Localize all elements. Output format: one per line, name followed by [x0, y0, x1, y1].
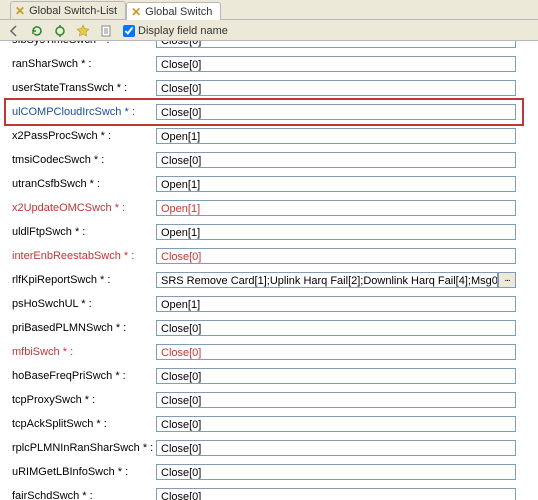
field-value[interactable]: Open[1]	[156, 200, 516, 216]
field-value[interactable]: Close[0]	[156, 440, 516, 456]
field-value[interactable]: Close[0]	[156, 320, 516, 336]
star-icon[interactable]	[73, 21, 93, 41]
field-row: mfbiSwch * :Close[0]	[0, 340, 538, 364]
field-area: sIbSysTimeSwch * :Close[0]ranSharSwch * …	[0, 40, 538, 500]
field-row: sIbSysTimeSwch * :Close[0]	[0, 40, 538, 52]
field-row: tcpProxySwch * :Close[0]	[0, 388, 538, 412]
close-icon[interactable]: ✕	[131, 6, 141, 18]
field-row: x2PassProcSwch * :Open[1]	[0, 124, 538, 148]
field-label: psHoSwchUL * :	[0, 298, 156, 310]
field-label: priBasedPLMNSwch * :	[0, 322, 156, 334]
field-wrap: Close[0]	[156, 248, 520, 264]
tab-label: Global Switch	[145, 6, 212, 18]
field-value[interactable]: Open[1]	[156, 296, 516, 312]
field-value[interactable]: Close[0]	[156, 80, 516, 96]
field-wrap: Open[1]	[156, 128, 520, 144]
field-wrap: Open[1]	[156, 200, 520, 216]
field-wrap: Close[0]	[156, 392, 520, 408]
checkbox-label: Display field name	[138, 25, 228, 37]
tab-strip: ✕ Global Switch-List ✕ Global Switch	[0, 0, 538, 20]
field-label: ulCOMPCloudIrcSwch * :	[0, 106, 156, 118]
field-wrap: Open[1]	[156, 176, 520, 192]
field-label: hoBaseFreqPriSwch * :	[0, 370, 156, 382]
field-wrap: Open[1]	[156, 224, 520, 240]
field-value[interactable]: Close[0]	[156, 56, 516, 72]
field-label: x2UpdateOMCSwch * :	[0, 202, 156, 214]
field-label: x2PassProcSwch * :	[0, 130, 156, 142]
field-wrap: Close[0]	[156, 464, 520, 480]
field-value[interactable]: Close[0]	[156, 248, 516, 264]
field-label: uldlFtpSwch * :	[0, 226, 156, 238]
field-wrap: Close[0]	[156, 104, 520, 120]
field-label: rlfKpiReportSwch * :	[0, 274, 156, 286]
field-wrap: Close[0]	[156, 56, 520, 72]
field-label: tcpProxySwch * :	[0, 394, 156, 406]
field-row: psHoSwchUL * :Open[1]	[0, 292, 538, 316]
doc-icon[interactable]	[96, 21, 116, 41]
field-label: interEnbReestabSwch * :	[0, 250, 156, 262]
field-row: interEnbReestabSwch * :Close[0]	[0, 244, 538, 268]
field-row: hoBaseFreqPriSwch * :Close[0]	[0, 364, 538, 388]
field-row: rplcPLMNInRanSharSwch * :Close[0]	[0, 436, 538, 460]
close-icon[interactable]: ✕	[15, 5, 25, 17]
field-row: uRIMGetLBInfoSwch * :Close[0]	[0, 460, 538, 484]
field-value[interactable]: SRS Remove Card[1];Uplink Harq Fail[2];D…	[156, 272, 498, 288]
field-row: ulCOMPCloudIrcSwch * :Close[0]	[0, 100, 538, 124]
field-row: rlfKpiReportSwch * :SRS Remove Card[1];U…	[0, 268, 538, 292]
field-value[interactable]: Close[0]	[156, 104, 516, 120]
field-wrap: Close[0]	[156, 488, 520, 500]
field-label: rplcPLMNInRanSharSwch * :	[0, 442, 156, 454]
field-value[interactable]: Open[1]	[156, 128, 516, 144]
field-value[interactable]: Close[0]	[156, 464, 516, 480]
field-row: tcpAckSplitSwch * :Close[0]	[0, 412, 538, 436]
field-wrap: Close[0]	[156, 416, 520, 432]
field-wrap: Open[1]	[156, 296, 520, 312]
field-row: utranCsfbSwch * :Open[1]	[0, 172, 538, 196]
field-value[interactable]: Open[1]	[156, 176, 516, 192]
field-wrap: Close[0]	[156, 320, 520, 336]
field-value[interactable]: Open[1]	[156, 224, 516, 240]
field-value[interactable]: Close[0]	[156, 392, 516, 408]
back-icon[interactable]	[4, 21, 24, 41]
field-label: mfbiSwch * :	[0, 346, 156, 358]
field-wrap: Close[0]	[156, 152, 520, 168]
field-label: sIbSysTimeSwch * :	[0, 40, 156, 46]
field-row: uldlFtpSwch * :Open[1]	[0, 220, 538, 244]
field-wrap: Close[0]	[156, 40, 520, 48]
field-label: utranCsfbSwch * :	[0, 178, 156, 190]
tab-global-switch-list[interactable]: ✕ Global Switch-List	[10, 1, 126, 19]
field-value[interactable]: Close[0]	[156, 488, 516, 500]
sync-icon[interactable]	[50, 21, 70, 41]
field-label: uRIMGetLBInfoSwch * :	[0, 466, 156, 478]
field-value[interactable]: Close[0]	[156, 152, 516, 168]
field-label: tcpAckSplitSwch * :	[0, 418, 156, 430]
field-wrap: Close[0]	[156, 440, 520, 456]
refresh-icon[interactable]	[27, 21, 47, 41]
tab-label: Global Switch-List	[29, 5, 117, 17]
display-field-name-checkbox[interactable]: Display field name	[123, 25, 228, 37]
tab-global-switch[interactable]: ✕ Global Switch	[126, 2, 221, 20]
field-value[interactable]: Close[0]	[156, 368, 516, 384]
field-row: fairSchdSwch * :Close[0]	[0, 484, 538, 500]
field-value[interactable]: Close[0]	[156, 344, 516, 360]
field-wrap: Close[0]	[156, 344, 520, 360]
field-row: ranSharSwch * :Close[0]	[0, 52, 538, 76]
field-wrap: Close[0]	[156, 80, 520, 96]
field-row: userStateTransSwch * :Close[0]	[0, 76, 538, 100]
field-wrap: SRS Remove Card[1];Uplink Harq Fail[2];D…	[156, 272, 516, 288]
field-label: ranSharSwch * :	[0, 58, 156, 70]
field-row: tmsiCodecSwch * :Close[0]	[0, 148, 538, 172]
field-row: x2UpdateOMCSwch * :Open[1]	[0, 196, 538, 220]
field-label: tmsiCodecSwch * :	[0, 154, 156, 166]
field-value[interactable]: Close[0]	[156, 40, 516, 48]
field-row: priBasedPLMNSwch * :Close[0]	[0, 316, 538, 340]
field-wrap: Close[0]	[156, 368, 520, 384]
more-button[interactable]: ...	[498, 272, 516, 288]
field-value[interactable]: Close[0]	[156, 416, 516, 432]
field-label: fairSchdSwch * :	[0, 490, 156, 500]
checkbox-input[interactable]	[123, 25, 135, 37]
field-label: userStateTransSwch * :	[0, 82, 156, 94]
